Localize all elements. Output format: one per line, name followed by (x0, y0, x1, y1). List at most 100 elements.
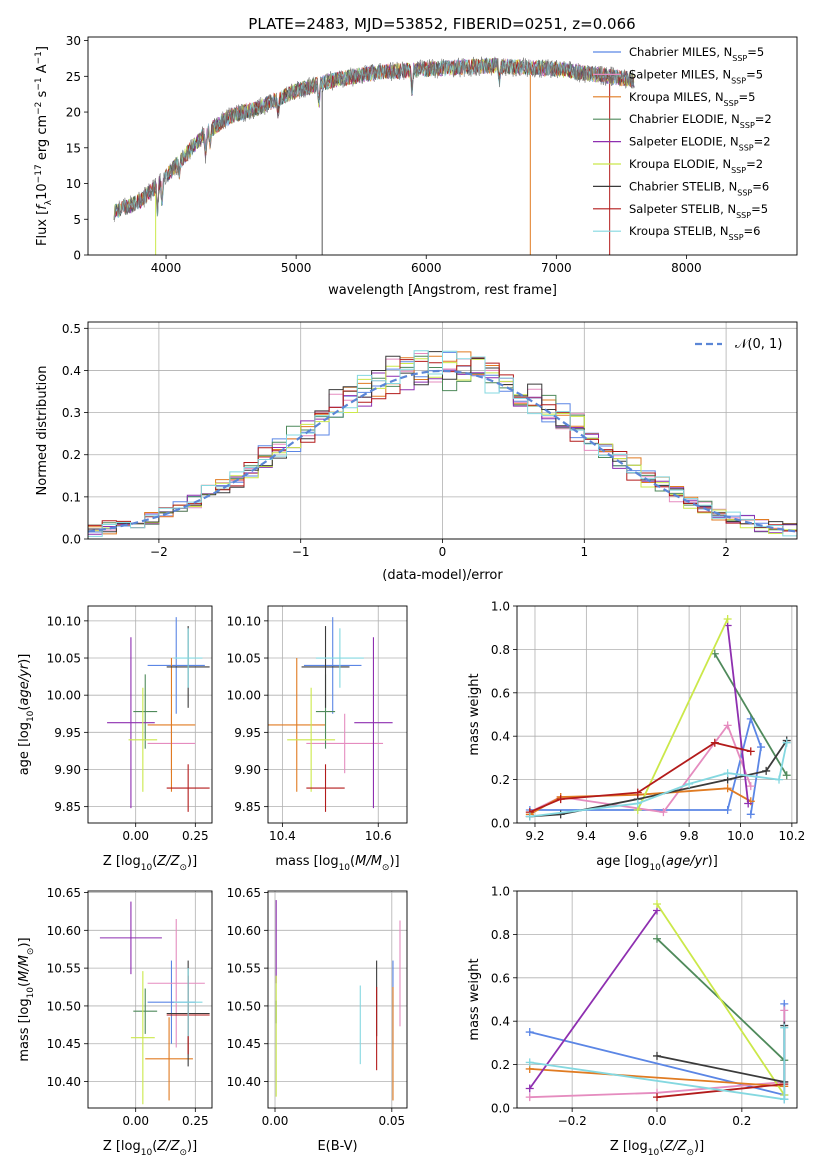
x-tick-label: −0.2 (558, 1114, 587, 1128)
weight-point-marker (780, 1006, 789, 1015)
x-tick-label: 10.4 (269, 829, 296, 843)
axes-frame (267, 890, 408, 1109)
spectrum-panel: 4000 5000 6000 7000 8000 0 5 10 15 20 25 30 waveleng… (34, 34, 798, 298)
weight-point-marker (525, 1093, 534, 1102)
y-tick-label: 10.55 (227, 962, 261, 976)
axes-frame (87, 605, 213, 824)
x-tick-label: 0.00 (122, 1114, 149, 1128)
y-tick-label: 0.1 (62, 490, 81, 504)
weight-series-line (636, 618, 729, 811)
weight-point-marker (653, 1051, 661, 1060)
y-axis-label: Normed distribution (35, 366, 50, 496)
x-tick-label: 0 (439, 545, 447, 559)
y-tick-label: 0.5 (62, 322, 81, 336)
data-point-errorbar (145, 1017, 193, 1101)
data-point-errorbar (287, 687, 336, 792)
y-tick-label: 10.45 (47, 1037, 81, 1051)
y-tick-label: 0.2 (62, 448, 81, 462)
y-tick-label: 30 (66, 34, 81, 48)
data-point-errorbar (133, 988, 158, 1034)
data-point-errorbar (268, 658, 326, 792)
x-tick-label: 0.25 (182, 1114, 209, 1128)
y-tick-label: 0.4 (62, 364, 81, 378)
y-tick-label: 10.50 (47, 999, 81, 1013)
y-tick-label: 0.6 (491, 971, 510, 985)
x-tick-label: 0.0 (647, 1114, 666, 1128)
axes-frame (267, 605, 408, 824)
x-tick-label: −2 (150, 545, 168, 559)
residuals-panel: −2 −1 0 1 2 0.0 0.1 0.2 0.3 0.4 0.5 (data-model)/er… (35, 321, 798, 583)
weight-point-marker (780, 1095, 789, 1104)
weight-series-line (528, 909, 658, 1090)
weight_vs_age-panel: 9.2 9.4 9.6 9.8 10.0 10.2 0.0 0.2 0.4 0.6 0.8 1.0 ag… (467, 600, 805, 874)
y-tick-label: 20 (66, 106, 81, 120)
histograms (88, 350, 797, 539)
x-tick-label: 9.4 (577, 829, 596, 843)
y-tick-label: 15 (66, 141, 81, 155)
y-tick-label: 10.65 (227, 886, 261, 900)
y-tick-label: 0.3 (62, 406, 81, 420)
y-tick-label: 10.05 (47, 652, 81, 666)
age_vs_Z-panel: 0.00 0.25 9.85 9.90 9.95 10.00 10.05 10.10 Z [lo… (17, 605, 213, 873)
legend-entry: Kroupa MILES, NSSP=5 (629, 90, 755, 108)
y-tick-label: 10.60 (227, 924, 261, 938)
weight-point-marker (723, 615, 732, 624)
legend-entry: Kroupa STELIB, NSSP=6 (629, 224, 760, 242)
y-tick-label: 25 (66, 70, 81, 84)
legend-entry: Salpeter STELIB, NSSP=5 (629, 202, 768, 220)
legend-entry: Chabrier MILES, NSSP=5 (629, 45, 764, 63)
weight-series-line (726, 625, 750, 804)
y-tick-label: 9.85 (234, 800, 261, 814)
x-axis-label: E(B-V) (317, 1139, 357, 1154)
y-tick-label: 10.55 (47, 962, 81, 976)
y-tick-label: 9.95 (54, 726, 81, 740)
y-axis-label: mass weight (467, 958, 482, 1040)
x-tick-label: 6000 (411, 261, 442, 275)
weight-point-marker (525, 1084, 534, 1093)
weight-series (710, 649, 791, 780)
weight-point-marker (744, 799, 753, 808)
x-axis-label: Z [log10(Z/Z⊙)] (103, 1139, 197, 1158)
x-axis-label: age [log10(age/yr)] (596, 854, 718, 873)
y-tick-label: 10.10 (47, 614, 81, 628)
legend-entry: Kroupa ELODIE, NSSP=2 (629, 157, 763, 175)
y-tick-label: 10.10 (227, 614, 261, 628)
data-point-errorbar (166, 764, 210, 812)
x-tick-label: 7000 (541, 261, 572, 275)
weight-point-marker (633, 788, 642, 797)
mass_vs_ebv-panel: 0.00 0.05 10.40 10.45 10.50 10.55 10.60 10.65 E(… (227, 886, 408, 1154)
x-tick-label: 0.00 (262, 1114, 289, 1128)
x-tick-label: 0.25 (182, 829, 209, 843)
weight-point-marker (685, 779, 694, 788)
y-tick-label: 0.8 (491, 928, 510, 942)
y-tick-label: 9.90 (234, 763, 261, 777)
y-tick-label: 0.0 (62, 533, 81, 547)
weight-point-marker (556, 795, 565, 804)
y-tick-label: 9.90 (54, 763, 81, 777)
x-tick-label: 9.2 (525, 829, 544, 843)
data-point-errorbar (173, 968, 203, 1037)
weight-series-line (529, 1068, 785, 1088)
y-tick-label: 1.0 (491, 885, 510, 899)
y-tick-label: 10 (66, 177, 81, 191)
weight-series (525, 738, 755, 817)
y-tick-label: 0.8 (491, 643, 510, 657)
weight-point-marker (780, 1023, 789, 1032)
y-axis-label: mass weight (467, 673, 482, 755)
x-tick-label: 2 (722, 545, 730, 559)
data-point-errorbar (147, 658, 196, 792)
data-point-errorbar (147, 918, 205, 1048)
x-tick-label: 10.0 (727, 829, 754, 843)
x-axis-label: Z [log10(Z/Z⊙)] (610, 1139, 704, 1158)
age_vs_mass-panel: 10.4 10.6 9.85 9.90 9.95 10.00 10.05 10.10 mass … (227, 605, 408, 873)
y-axis-label: Flux [fλ10−17 erg cm−2 s−1 A−1] (34, 46, 54, 246)
weight-point-marker (525, 812, 534, 821)
y-tick-label: 10.40 (227, 1075, 261, 1089)
y-tick-label: 10.45 (227, 1037, 261, 1051)
data-point-errorbar (130, 971, 155, 1105)
weight-point-marker (757, 743, 766, 752)
y-tick-label: 10.00 (227, 689, 261, 703)
x-axis-label: (data-model)/error (382, 568, 503, 583)
y-tick-label: 0.4 (491, 730, 510, 744)
weight-series (525, 1023, 789, 1104)
